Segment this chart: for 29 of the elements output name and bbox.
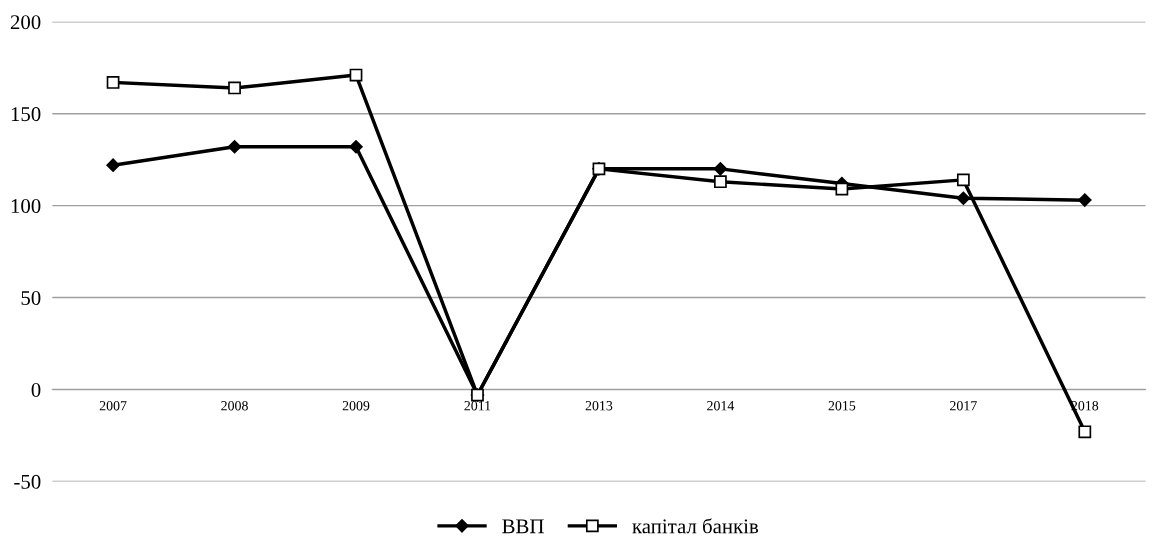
y-tick-label: 200: [10, 15, 41, 30]
x-tick-label: 2014: [707, 401, 735, 411]
x-tick-label: 2008: [221, 401, 248, 411]
x-tick-label: 2013: [585, 401, 613, 411]
x-tick-label: 2015: [828, 401, 856, 411]
y-tick-label: 150: [11, 107, 41, 122]
x-tick-label: 2017: [950, 401, 977, 411]
point: [106, 158, 120, 172]
point: [714, 175, 727, 189]
point: [227, 140, 242, 154]
x-tick-label: 2011: [464, 401, 491, 411]
point: [835, 182, 849, 196]
point: [228, 81, 241, 95]
x-tick-label: 2007: [99, 401, 127, 411]
y-tick-label: -50: [14, 474, 41, 489]
point: [349, 68, 363, 82]
point: [956, 173, 970, 187]
point: [349, 140, 363, 154]
legend-label: капітал банків: [632, 518, 759, 534]
y-tick-label: 100: [11, 199, 41, 214]
legend-label: ВВП: [502, 519, 544, 534]
x-tick-label: 2009: [342, 401, 370, 411]
point: [1078, 425, 1092, 439]
point: [713, 162, 728, 176]
point: [956, 191, 971, 206]
y-tick-label: 50: [21, 290, 41, 305]
point: [106, 76, 120, 89]
y-tick-label: 0: [31, 382, 41, 397]
point: [1078, 193, 1092, 207]
